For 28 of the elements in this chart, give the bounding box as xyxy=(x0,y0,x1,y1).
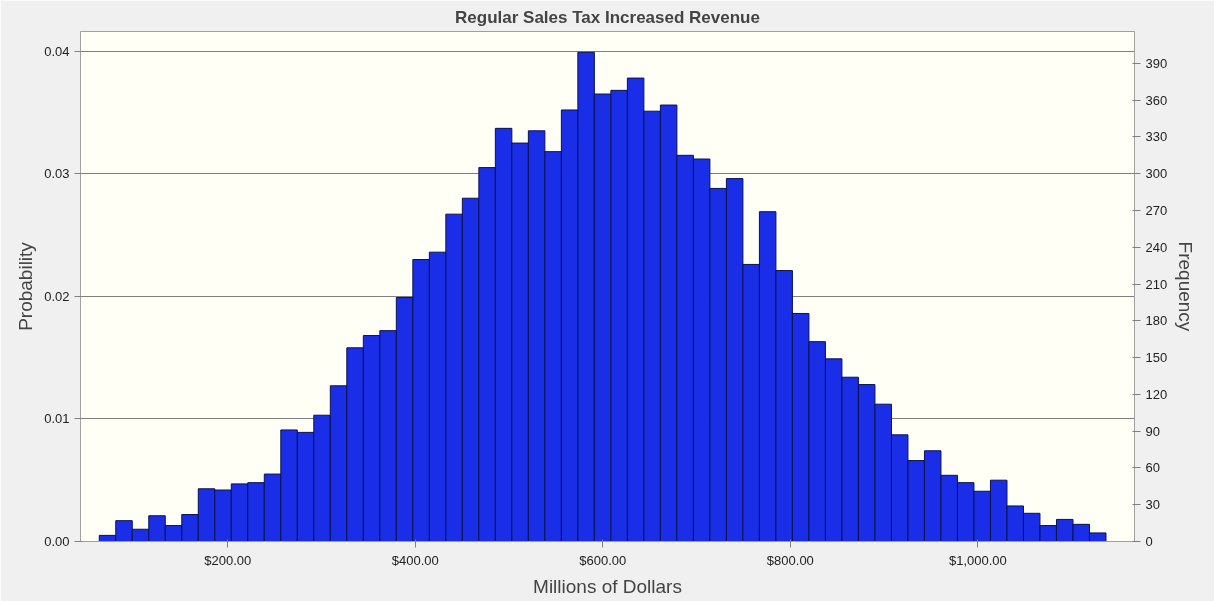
x-tick-label: $800.00 xyxy=(766,552,814,568)
x-tick-label: $200.00 xyxy=(204,552,252,568)
x-tick-label: $600.00 xyxy=(579,552,627,568)
y2-tick-label: 390 xyxy=(1145,55,1168,71)
y2-tick-label: 360 xyxy=(1145,92,1168,108)
y-tick-label: 0.02 xyxy=(44,288,70,304)
y-tick-label: 0.00 xyxy=(44,534,70,549)
y2-axis-title: Frequency xyxy=(1175,241,1197,332)
y2-tick-label: 210 xyxy=(1145,276,1168,292)
chart-title: Regular Sales Tax Increased Revenue xyxy=(455,7,760,27)
y-axis-title: Probability xyxy=(15,241,37,331)
y2-tick-label: 0 xyxy=(1145,534,1153,549)
y2-tick-label: 240 xyxy=(1145,239,1168,255)
y2-tick-label: 150 xyxy=(1145,350,1168,366)
y2-tick-label: 330 xyxy=(1145,129,1168,145)
x-tick-label: $1,000.00 xyxy=(948,552,1007,568)
y2-tick-label: 90 xyxy=(1145,423,1160,439)
y2-tick-label: 120 xyxy=(1145,386,1168,402)
y-tick-label: 0.01 xyxy=(44,411,70,427)
y-tick-label: 0.04 xyxy=(44,43,70,59)
y2-tick-label: 300 xyxy=(1145,166,1168,182)
y2-tick-label: 60 xyxy=(1145,460,1160,476)
y-tick-label: 0.03 xyxy=(44,166,70,182)
x-axis-title: Millions of Dollars xyxy=(533,575,682,597)
y2-tick-label: 270 xyxy=(1145,202,1168,218)
y2-tick-label: 180 xyxy=(1145,313,1168,329)
y2-tick-label: 30 xyxy=(1145,497,1160,513)
x-tick-label: $400.00 xyxy=(391,552,439,568)
